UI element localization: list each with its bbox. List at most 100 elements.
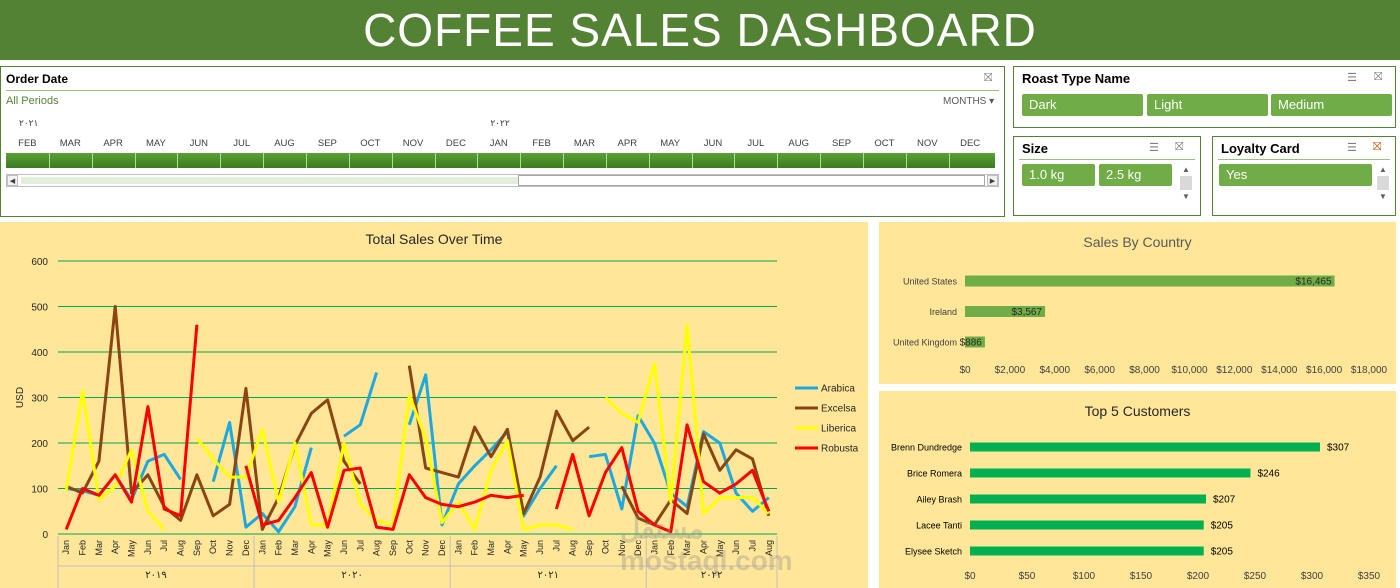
roast-light-chip[interactable]: Light: [1147, 94, 1268, 116]
timeline-month-label[interactable]: MAY: [660, 138, 681, 149]
scroll-right-icon[interactable]: ▶: [987, 175, 998, 186]
timeline-month-label[interactable]: APR: [617, 138, 638, 149]
x-tick-label: May: [715, 540, 725, 558]
timeline-month-label[interactable]: JUL: [747, 138, 765, 149]
timeline-month-label[interactable]: NOV: [916, 138, 938, 149]
x-tick-label: Mar: [486, 540, 496, 556]
timeline-year-label: ٢٠٢٢: [490, 118, 510, 128]
x-tick-label: Aug: [372, 540, 382, 556]
x-tick-label: Jun: [339, 540, 349, 555]
scroll-down-icon[interactable]: ▼: [1182, 192, 1190, 201]
size-2-5kg-chip[interactable]: 2.5 kg: [1099, 164, 1172, 186]
scroll-thumb[interactable]: [518, 175, 985, 186]
clear-filter-icon[interactable]: ⛝: [1374, 71, 1383, 83]
timeline-month-label[interactable]: MAY: [146, 138, 166, 149]
x-tick-label: Aug: [176, 540, 186, 556]
scroll-up-icon[interactable]: ▲: [1379, 165, 1387, 174]
legend-label: Liberica: [821, 424, 856, 435]
size-slicer[interactable]: Size ☰ ⛝ 1.0 kg 2.5 kg ▲ ▼: [1013, 136, 1201, 216]
timeline-month-divider: [734, 153, 736, 168]
value-label: $3,567: [1011, 307, 1042, 318]
scroll-down-icon[interactable]: ▼: [1379, 192, 1387, 201]
x-tick-label: Nov: [617, 540, 627, 557]
x-tick-label: $10,000: [1171, 365, 1208, 376]
multi-select-icon[interactable]: ☰: [1347, 72, 1357, 84]
roast-type-slicer[interactable]: Roast Type Name ☰ ⛝ Dark Light Medium: [1013, 66, 1396, 128]
timeline-month-divider: [177, 153, 179, 168]
category-label: Elysee Sketch: [905, 547, 962, 557]
timeline-month-label[interactable]: DEC: [445, 138, 466, 149]
timeline-month-label[interactable]: AUG: [274, 138, 295, 149]
scroll-thumb[interactable]: [1180, 176, 1192, 190]
category-label: United States: [903, 277, 958, 287]
roast-medium-chip[interactable]: Medium: [1271, 94, 1392, 116]
x-tick-label: May: [519, 540, 529, 558]
x-tick-label: Sep: [388, 540, 398, 556]
scroll-up-icon[interactable]: ▲: [1182, 165, 1190, 174]
scroll-track: [21, 177, 518, 184]
timeline-month-label[interactable]: JAN: [489, 138, 508, 149]
y-tick-label: 100: [31, 485, 48, 496]
clear-filter-active-icon[interactable]: ⛝: [1373, 141, 1382, 153]
year-label: ٢٠٢٠: [341, 570, 362, 581]
timeline-month-divider: [777, 153, 779, 168]
clear-filter-icon[interactable]: ⛝: [1175, 141, 1184, 153]
multi-select-icon[interactable]: ☰: [1347, 142, 1357, 154]
x-tick-label: Jul: [355, 540, 365, 552]
timeline-month-label[interactable]: JUL: [233, 138, 251, 149]
clear-filter-icon[interactable]: ⛝: [984, 72, 993, 84]
loyalty-scrollbar[interactable]: ▲ ▼: [1376, 165, 1390, 211]
timeline-period-bar[interactable]: [6, 153, 995, 168]
x-tick-label: $6,000: [1084, 365, 1115, 376]
timeline-month-divider: [220, 153, 222, 168]
roast-dark-chip[interactable]: Dark: [1022, 94, 1143, 116]
y-tick-label: 400: [31, 348, 48, 359]
timeline-month-divider: [391, 153, 393, 168]
timeline-month-divider: [563, 153, 565, 168]
x-tick-label: May: [127, 540, 137, 558]
multi-select-icon[interactable]: ☰: [1149, 142, 1159, 154]
timeline-month-label[interactable]: AUG: [788, 138, 810, 149]
timeline-month-label[interactable]: MAR: [59, 138, 81, 149]
timeline-month-label[interactable]: FEB: [18, 138, 37, 149]
scroll-thumb[interactable]: [1377, 176, 1389, 190]
scroll-left-icon[interactable]: ◀: [7, 175, 18, 186]
timeline-month-label[interactable]: OCT: [360, 138, 381, 149]
timeline-scrollbar[interactable]: ◀ ▶: [6, 174, 999, 187]
timeline-month-label[interactable]: DEC: [960, 138, 981, 149]
value-label: $207: [1213, 495, 1236, 506]
x-tick-label: Dec: [241, 540, 251, 557]
order-date-timeline[interactable]: Order Date ⛝ All Periods MONTHS ▾ ٢٠٢١ ٢٠…: [0, 66, 1005, 217]
timeline-month-label[interactable]: SEP: [832, 138, 852, 149]
x-tick-label: Sep: [584, 540, 594, 556]
x-tick-label: Nov: [421, 540, 431, 557]
x-tick-label: Oct: [404, 540, 414, 555]
roast-type-title: Roast Type Name: [1022, 71, 1131, 86]
loyalty-yes-chip[interactable]: Yes: [1219, 164, 1372, 186]
series-line-excelsa: [65, 305, 771, 531]
year-label: ٢٠١٩: [145, 570, 166, 581]
size-scrollbar[interactable]: ▲ ▼: [1179, 165, 1193, 211]
series-line-robusta: [64, 324, 771, 534]
top-customers-bar-chart: $0 $50 $100 $150 $200 $250 $300 $350 Brenn Dundr…: [891, 442, 1381, 582]
timeline-month-label[interactable]: JUN: [189, 138, 209, 149]
year-label: ٢٠٢٢: [701, 570, 722, 581]
size-1kg-chip[interactable]: 1.0 kg: [1022, 164, 1095, 186]
timeline-month-label[interactable]: FEB: [532, 138, 551, 149]
months-level-dropdown[interactable]: MONTHS ▾: [943, 96, 994, 107]
timeline-month-label[interactable]: APR: [103, 138, 123, 149]
timeline-month-divider: [263, 153, 265, 168]
timeline-month-label[interactable]: OCT: [874, 138, 895, 149]
x-tick-label: Jun: [731, 540, 741, 555]
y-tick-label: 300: [31, 394, 48, 405]
y-tick-label: 200: [31, 439, 48, 450]
timeline-month-label[interactable]: MAR: [573, 138, 596, 149]
timeline-month-label[interactable]: JUN: [703, 138, 723, 149]
x-tick-label: Apr: [110, 540, 120, 554]
value-label: $307: [1327, 443, 1350, 454]
category-label: United Kingdom: [893, 338, 957, 348]
timeline-month-label[interactable]: SEP: [317, 138, 337, 149]
sales-by-country-panel: Sales By Country $0 $2,000 $4,000 $6,000 $8,…: [879, 222, 1396, 384]
loyalty-card-slicer[interactable]: Loyalty Card ☰ ⛝ Yes ▲ ▼: [1212, 136, 1396, 216]
timeline-month-label[interactable]: NOV: [402, 138, 424, 149]
